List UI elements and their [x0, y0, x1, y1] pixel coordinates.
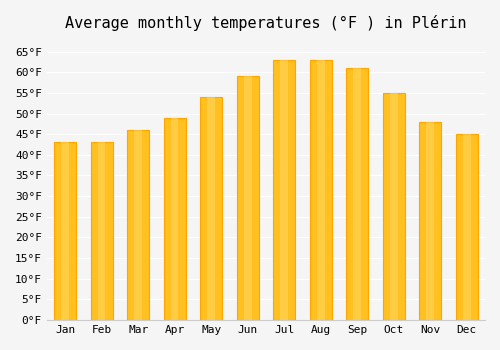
Bar — [208, 97, 215, 320]
Bar — [354, 68, 361, 320]
Bar — [200, 97, 222, 320]
Bar — [280, 60, 288, 320]
Bar — [98, 142, 106, 320]
Bar — [134, 130, 142, 320]
Bar — [54, 142, 76, 320]
Bar — [171, 118, 178, 320]
Bar — [456, 134, 477, 320]
Bar — [346, 68, 368, 320]
Bar — [244, 76, 252, 320]
Bar — [383, 93, 404, 320]
Bar — [164, 118, 186, 320]
Bar — [317, 60, 324, 320]
Bar — [236, 76, 258, 320]
Bar — [62, 142, 69, 320]
Bar — [127, 130, 149, 320]
Title: Average monthly temperatures (°F ) in Plérin: Average monthly temperatures (°F ) in Pl… — [65, 15, 466, 31]
Bar — [273, 60, 295, 320]
Bar — [390, 93, 398, 320]
Bar — [310, 60, 332, 320]
Bar — [426, 122, 434, 320]
Bar — [463, 134, 470, 320]
Bar — [420, 122, 441, 320]
Bar — [90, 142, 112, 320]
